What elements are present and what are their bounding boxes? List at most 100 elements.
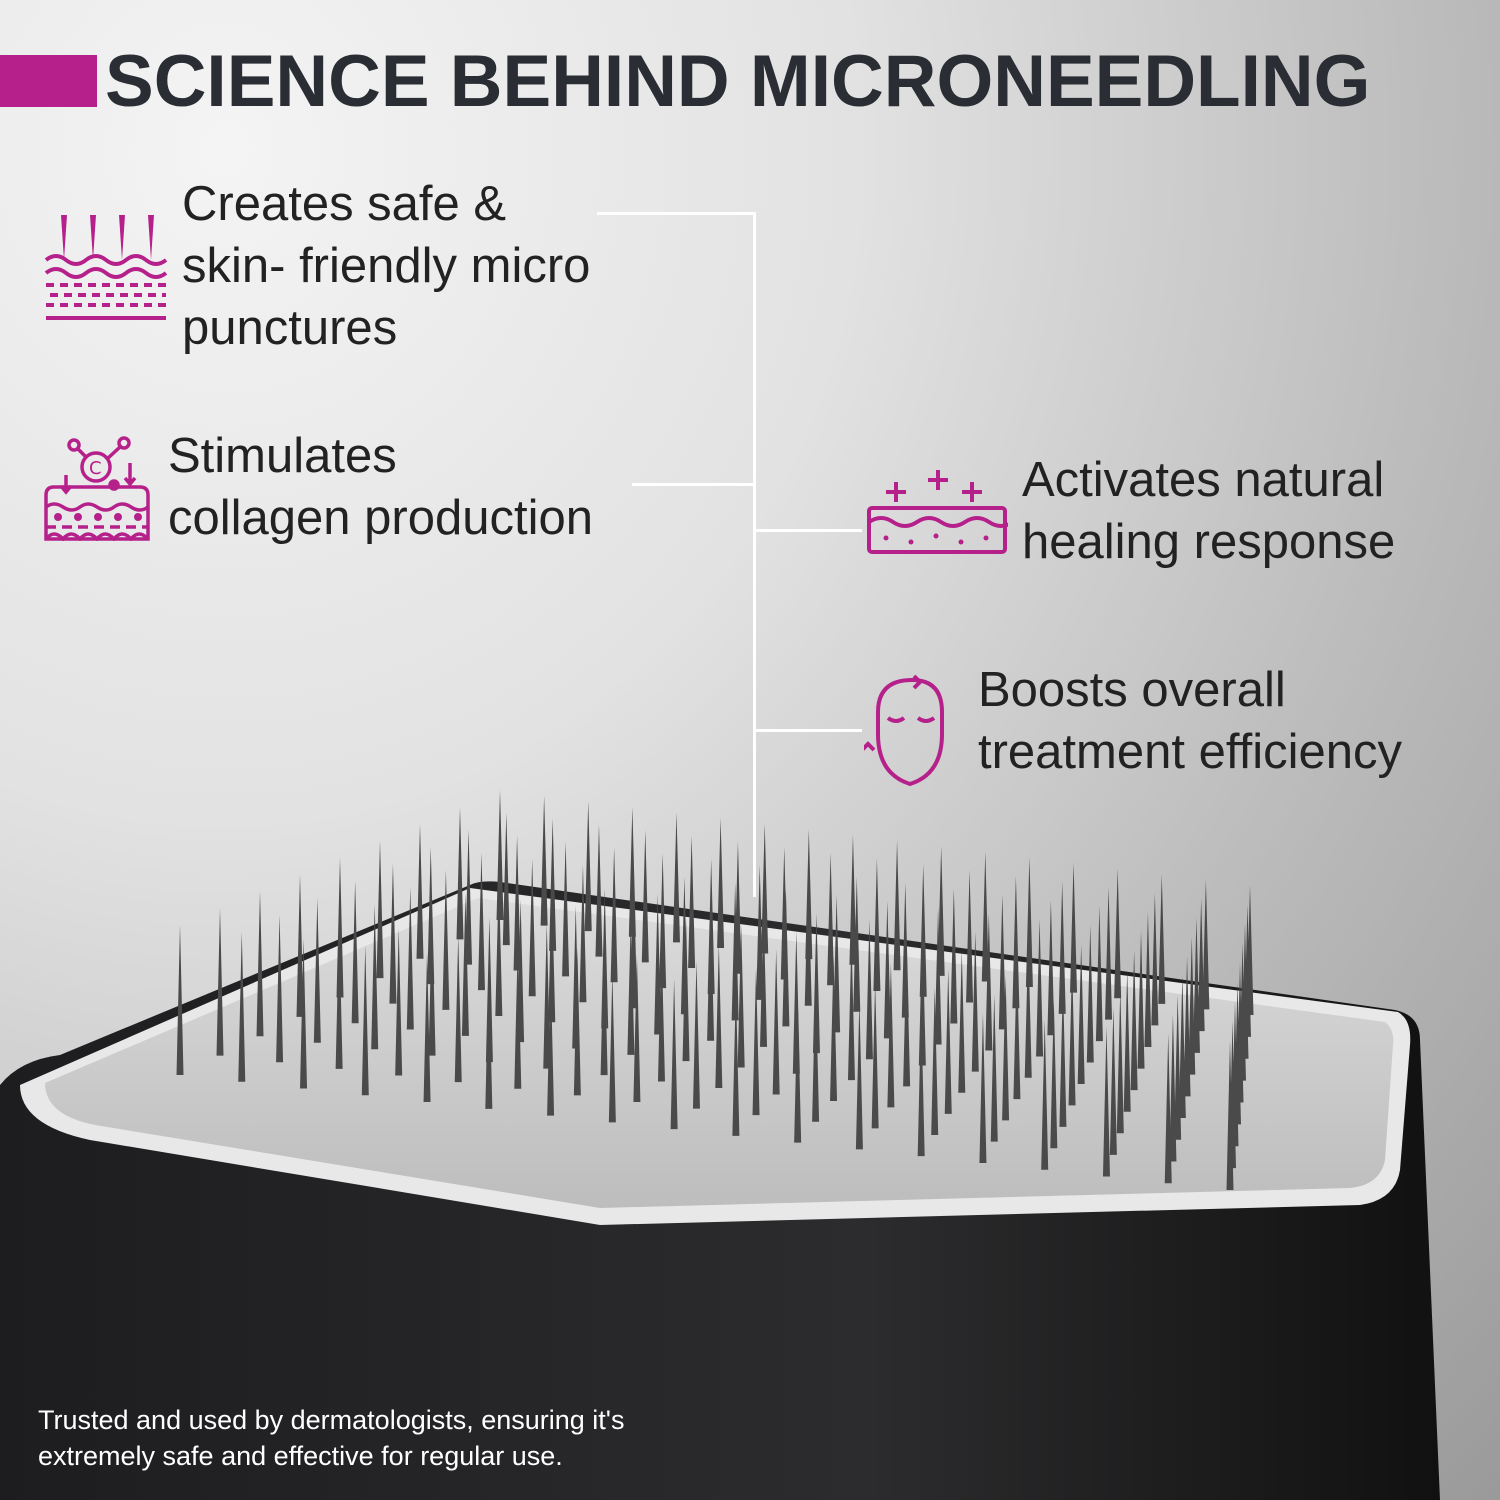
needle bbox=[760, 906, 768, 1047]
needle bbox=[543, 923, 551, 1069]
feature-text-line: punctures bbox=[182, 301, 398, 355]
needle bbox=[562, 841, 570, 977]
needle bbox=[971, 931, 979, 1072]
needle bbox=[985, 912, 993, 1051]
connector-line bbox=[753, 212, 756, 897]
needle bbox=[1178, 975, 1186, 1119]
needle bbox=[1137, 931, 1145, 1069]
needle bbox=[1077, 943, 1085, 1084]
needle bbox=[1188, 937, 1196, 1075]
feature-text-line: Creates safe & bbox=[182, 177, 507, 231]
feature-text-line: Stimulates bbox=[168, 429, 397, 483]
needle bbox=[830, 955, 838, 1101]
needle bbox=[1169, 1014, 1177, 1162]
connector-line bbox=[755, 729, 862, 732]
feature-text-line: collagen production bbox=[168, 491, 593, 545]
needle bbox=[1047, 900, 1055, 1036]
needle bbox=[958, 950, 966, 1093]
needle bbox=[454, 934, 462, 1083]
needle bbox=[737, 924, 745, 1068]
needle bbox=[707, 900, 715, 1041]
needle bbox=[423, 952, 431, 1103]
needle bbox=[600, 930, 608, 1076]
needle bbox=[782, 888, 790, 1027]
needle bbox=[1095, 906, 1103, 1042]
needle bbox=[812, 974, 820, 1122]
needle bbox=[1197, 898, 1205, 1032]
needle bbox=[804, 870, 812, 1006]
footer-line: Trusted and used by dermatologists, ensu… bbox=[38, 1405, 625, 1435]
needle bbox=[944, 968, 952, 1114]
needle bbox=[847, 937, 855, 1081]
needle bbox=[627, 912, 635, 1055]
needle bbox=[1164, 1033, 1172, 1184]
needle bbox=[731, 882, 739, 1021]
needle bbox=[1226, 1040, 1234, 1190]
needle bbox=[547, 965, 555, 1116]
needle bbox=[1105, 887, 1113, 1020]
collagen-skin-icon: C bbox=[44, 436, 150, 541]
needle bbox=[456, 806, 464, 940]
needle bbox=[528, 858, 536, 997]
feature-text-line: Boosts overall bbox=[978, 663, 1286, 717]
needle bbox=[1050, 1000, 1058, 1149]
needle bbox=[1183, 956, 1191, 1097]
needle bbox=[761, 823, 769, 954]
needle bbox=[873, 858, 881, 991]
needle bbox=[1174, 994, 1182, 1140]
page-title: SCIENCE BEHIND MICRONEEDLING bbox=[105, 41, 1371, 122]
needle bbox=[1192, 917, 1200, 1053]
needle bbox=[887, 962, 895, 1108]
needle bbox=[1059, 981, 1067, 1127]
needle bbox=[296, 874, 304, 1017]
footer-note: Trusted and used by dermatologists, ensu… bbox=[38, 1402, 624, 1474]
needle bbox=[756, 864, 764, 1000]
needle bbox=[1058, 881, 1066, 1014]
feature-text-line: healing response bbox=[1022, 515, 1396, 569]
needle bbox=[931, 987, 939, 1136]
needle bbox=[865, 919, 873, 1060]
connector-line bbox=[632, 483, 755, 486]
needle bbox=[657, 936, 665, 1082]
feature-micro-punctures: Creates safe & skin- friendly micro punc… bbox=[182, 173, 590, 359]
needle bbox=[300, 938, 308, 1089]
feature-text-line: Activates natural bbox=[1022, 453, 1385, 507]
needle bbox=[477, 852, 485, 991]
needle bbox=[633, 954, 641, 1102]
connector-line bbox=[755, 529, 862, 532]
needle bbox=[918, 925, 926, 1066]
needle bbox=[495, 876, 503, 1017]
needle bbox=[981, 851, 989, 982]
needle bbox=[514, 941, 522, 1089]
needle bbox=[335, 921, 343, 1069]
needle bbox=[772, 949, 780, 1095]
needle bbox=[1123, 969, 1131, 1112]
needle bbox=[641, 829, 649, 963]
needle bbox=[1070, 862, 1078, 993]
needle bbox=[176, 925, 184, 1075]
needle bbox=[893, 840, 901, 971]
needle bbox=[670, 979, 678, 1130]
needle bbox=[934, 906, 942, 1045]
needle bbox=[950, 888, 958, 1024]
needle bbox=[540, 795, 548, 926]
needle bbox=[1158, 873, 1166, 1004]
feature-collagen: Stimulates collagen production bbox=[168, 425, 593, 549]
needle bbox=[998, 894, 1006, 1030]
needle bbox=[990, 994, 998, 1142]
needle bbox=[461, 893, 469, 1036]
needle bbox=[688, 835, 696, 969]
needle bbox=[1036, 919, 1044, 1057]
needle bbox=[1144, 911, 1152, 1047]
needle bbox=[853, 876, 861, 1012]
needle bbox=[548, 882, 556, 1023]
needle bbox=[502, 812, 510, 946]
needle bbox=[1130, 950, 1138, 1091]
needle bbox=[216, 908, 224, 1056]
needle bbox=[752, 967, 760, 1116]
needle bbox=[1068, 962, 1076, 1106]
title-accent-bar bbox=[0, 55, 97, 107]
needle bbox=[732, 985, 740, 1136]
needle bbox=[428, 910, 436, 1056]
needle bbox=[351, 880, 359, 1024]
